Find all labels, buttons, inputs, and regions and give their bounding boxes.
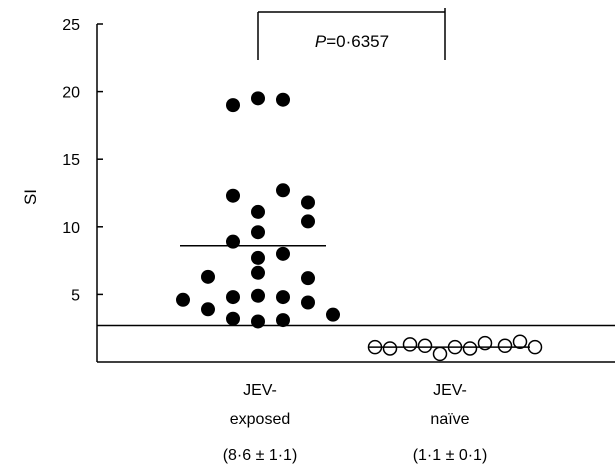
data-point: [301, 195, 315, 210]
category-label-line: JEV-: [433, 382, 467, 399]
y-tick-label: 20: [62, 85, 80, 102]
data-groups: [176, 91, 543, 362]
data-point: [276, 246, 290, 261]
data-point: [477, 335, 493, 351]
category-labels: JEV-exposed (8·6 ± 1·1) JEV-naïve (1·1 ± 0·…: [223, 382, 488, 464]
data-point: [276, 92, 290, 107]
data-point: [512, 334, 528, 349]
data-point: [251, 225, 265, 240]
data-point: [201, 302, 215, 317]
y-tick-label: 25: [62, 17, 80, 34]
data-point: [251, 250, 265, 265]
data-point: [497, 338, 513, 354]
data-point: [301, 214, 315, 229]
data-point: [462, 341, 478, 356]
data-point: [201, 269, 215, 284]
category-label-line: naïve: [430, 411, 469, 428]
y-axis-title: SI: [21, 189, 40, 205]
p-value-label: P=0·6357: [315, 32, 389, 51]
y-ticks: 5 10 15 20 25: [62, 17, 103, 304]
data-point: [226, 188, 240, 203]
data-point: [226, 290, 240, 305]
data-point: [251, 288, 265, 303]
y-tick-label: 10: [62, 220, 80, 237]
data-point: [251, 204, 265, 219]
group-1: [367, 334, 543, 362]
data-point: [301, 271, 315, 286]
data-point: [527, 339, 543, 355]
data-point: [276, 313, 290, 328]
group-0: [176, 91, 340, 329]
data-point: [251, 314, 265, 329]
y-tick-label: 5: [71, 287, 80, 304]
data-point: [251, 91, 265, 106]
data-point: [402, 337, 418, 352]
data-point: [326, 307, 340, 322]
data-point: [176, 292, 190, 307]
data-point: [251, 265, 265, 280]
data-point: [226, 98, 240, 113]
data-point: [382, 341, 398, 356]
category-label-line: JEV-: [243, 382, 277, 399]
data-point: [276, 183, 290, 198]
category-label-line: (8·6 ± 1·1): [223, 447, 298, 464]
significance-bracket: [257, 8, 446, 60]
data-point: [417, 338, 433, 354]
data-point: [226, 311, 240, 326]
data-point: [276, 290, 290, 305]
category-label-line: exposed: [230, 411, 291, 428]
data-point: [301, 295, 315, 310]
category-label-line: (1·1 ± 0·1): [413, 447, 488, 464]
y-tick-label: 15: [62, 152, 80, 169]
data-point: [226, 234, 240, 249]
data-point: [432, 346, 448, 362]
